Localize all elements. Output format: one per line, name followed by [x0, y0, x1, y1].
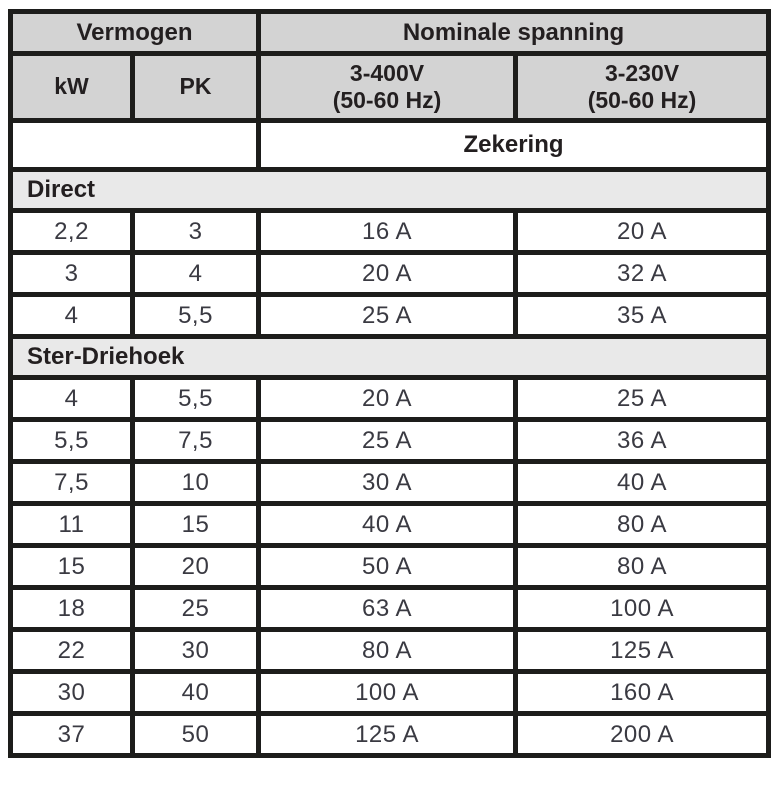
section-header-ster-driehoek: Ster-Driehoek: [7, 334, 772, 380]
cell-fuse-230v: 80 A: [513, 543, 772, 590]
cell-kw: 11: [8, 501, 135, 548]
cell-fuse-400v: 40 A: [256, 501, 519, 548]
cell-fuse-230v: 25 A: [513, 375, 772, 422]
cell-pk: 5,5: [129, 292, 262, 339]
table-row: 15 20 50 A 80 A: [8, 543, 772, 590]
cell-fuse-400v: 20 A: [256, 250, 519, 297]
cell-kw: 18: [8, 585, 135, 632]
table-row: 3 4 20 A 32 A: [8, 250, 772, 297]
header-voltage-group: Nominale spanning: [256, 9, 772, 56]
cell-kw: 4: [8, 292, 135, 339]
table-row: 37 50 125 A 200 A: [8, 711, 772, 758]
cell-fuse-400v: 25 A: [256, 417, 519, 464]
table-row: 30 40 100 A 160 A: [8, 669, 772, 716]
cell-fuse-400v: 63 A: [256, 585, 519, 632]
cell-fuse-230v: 35 A: [513, 292, 772, 339]
cell-pk: 3: [129, 208, 262, 255]
table-row: 7,5 10 30 A 40 A: [8, 459, 772, 506]
table-row: 4 5,5 25 A 35 A: [8, 292, 772, 339]
cell-fuse-400v: 125 A: [256, 711, 519, 758]
fuse-label-row: Zekering: [7, 118, 772, 172]
header-400v-line2: (50-60 Hz): [332, 87, 442, 113]
cell-fuse-230v: 200 A: [513, 711, 772, 758]
cell-fuse-400v: 30 A: [256, 459, 519, 506]
cell-kw: 15: [8, 543, 135, 590]
cell-fuse-400v: 25 A: [256, 292, 519, 339]
cell-pk: 10: [129, 459, 262, 506]
cell-kw: 4: [8, 375, 135, 422]
header-230v-line1: 3-230V: [604, 59, 680, 86]
cell-fuse-400v: 20 A: [256, 375, 519, 422]
cell-fuse-400v: 50 A: [256, 543, 519, 590]
table-row: 5,5 7,5 25 A 36 A: [8, 417, 772, 464]
cell-pk: 4: [129, 250, 262, 297]
cell-kw: 2,2: [8, 208, 135, 255]
cell-fuse-230v: 20 A: [513, 208, 772, 255]
header-col-pk: PK: [129, 51, 262, 123]
motor-fuse-table: Vermogen Nominale spanning kW PK 3-400V …: [7, 9, 772, 758]
cell-pk: 20: [129, 543, 262, 590]
header-230v-line2: (50-60 Hz): [587, 87, 697, 113]
cell-fuse-400v: 100 A: [256, 669, 519, 716]
cell-pk: 50: [129, 711, 262, 758]
cell-kw: 30: [8, 669, 135, 716]
cell-pk: 5,5: [129, 375, 262, 422]
cell-fuse-230v: 160 A: [513, 669, 772, 716]
cell-pk: 40: [129, 669, 262, 716]
cell-fuse-230v: 40 A: [513, 459, 772, 506]
header-power-group: Vermogen: [7, 9, 262, 56]
cell-kw: 37: [8, 711, 135, 758]
table-row: 2,2 3 16 A 20 A: [8, 208, 772, 255]
cell-fuse-400v: 80 A: [256, 627, 519, 674]
empty-cell: [7, 118, 262, 172]
table-row: 11 15 40 A 80 A: [8, 501, 772, 548]
cell-pk: 25: [129, 585, 262, 632]
section-header-direct: Direct: [7, 167, 772, 213]
cell-fuse-230v: 80 A: [513, 501, 772, 548]
cell-fuse-230v: 100 A: [513, 585, 772, 632]
section-label: Direct: [7, 167, 772, 213]
cell-kw: 5,5: [8, 417, 135, 464]
table-row: 18 25 63 A 100 A: [8, 585, 772, 632]
header-col-230v: 3-230V (50-60 Hz): [513, 51, 772, 123]
cell-fuse-230v: 32 A: [513, 250, 772, 297]
header-fuse-label: Zekering: [256, 118, 772, 172]
section-label: Ster-Driehoek: [7, 334, 772, 380]
cell-kw: 7,5: [8, 459, 135, 506]
cell-fuse-230v: 125 A: [513, 627, 772, 674]
header-group-row: Vermogen Nominale spanning: [7, 9, 772, 56]
cell-kw: 22: [8, 627, 135, 674]
cell-pk: 30: [129, 627, 262, 674]
cell-pk: 15: [129, 501, 262, 548]
cell-pk: 7,5: [129, 417, 262, 464]
header-col-400v: 3-400V (50-60 Hz): [256, 51, 519, 123]
cell-fuse-400v: 16 A: [256, 208, 519, 255]
cell-fuse-230v: 36 A: [513, 417, 772, 464]
header-400v-line1: 3-400V: [349, 59, 425, 86]
header-col-kw: kW: [8, 51, 135, 123]
header-columns-row: kW PK 3-400V (50-60 Hz) 3-230V (50-60 Hz…: [8, 51, 772, 123]
table-row: 22 30 80 A 125 A: [8, 627, 772, 674]
table-row: 4 5,5 20 A 25 A: [8, 375, 772, 422]
cell-kw: 3: [8, 250, 135, 297]
